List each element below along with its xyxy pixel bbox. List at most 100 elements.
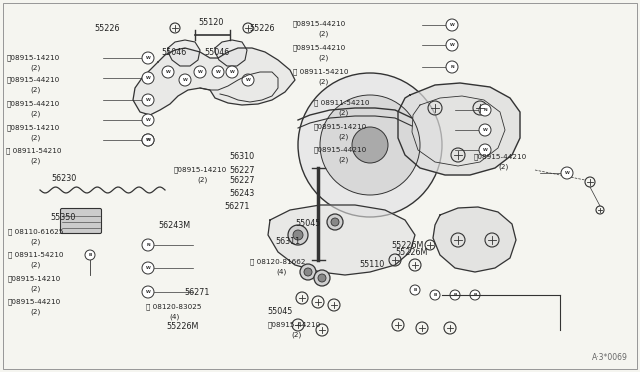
Circle shape: [142, 286, 154, 298]
Circle shape: [142, 94, 154, 106]
Text: 55226M: 55226M: [166, 322, 199, 331]
Text: Ⓦ08915-14210: Ⓦ08915-14210: [174, 167, 227, 173]
Text: 55120: 55120: [198, 18, 224, 27]
Text: 56311: 56311: [275, 237, 300, 246]
Text: (2): (2): [291, 331, 301, 338]
Text: W: W: [449, 43, 454, 47]
Text: (2): (2): [31, 134, 41, 141]
Circle shape: [450, 290, 460, 300]
Circle shape: [327, 214, 343, 230]
Text: W: W: [198, 70, 202, 74]
Circle shape: [298, 73, 442, 217]
Text: (2): (2): [31, 262, 41, 268]
Text: (2): (2): [31, 111, 41, 118]
Circle shape: [226, 66, 238, 78]
Text: B: B: [433, 293, 436, 297]
Text: N: N: [483, 108, 487, 112]
Text: (2): (2): [319, 31, 329, 38]
Circle shape: [300, 264, 316, 280]
Text: Ⓑ 08120-83025: Ⓑ 08120-83025: [146, 303, 202, 310]
Text: (2): (2): [31, 285, 41, 292]
Circle shape: [288, 225, 308, 245]
Text: W: W: [230, 70, 234, 74]
Text: W: W: [145, 290, 150, 294]
Text: 56230: 56230: [51, 174, 76, 183]
Polygon shape: [168, 40, 200, 66]
Text: 55226: 55226: [250, 24, 275, 33]
Text: W: W: [145, 76, 150, 80]
Text: (2): (2): [319, 78, 329, 85]
Circle shape: [85, 250, 95, 260]
Text: W: W: [145, 118, 150, 122]
Text: 55046: 55046: [161, 48, 186, 57]
Text: Ⓦ08915-14210: Ⓦ08915-14210: [6, 54, 60, 61]
Text: Ⓦ08915-44210: Ⓦ08915-44210: [6, 77, 60, 83]
Text: W: W: [166, 70, 170, 74]
Circle shape: [142, 134, 154, 146]
Circle shape: [179, 74, 191, 86]
Text: 56271: 56271: [224, 202, 250, 211]
Text: B: B: [88, 253, 92, 257]
Text: 56227: 56227: [229, 166, 255, 174]
Text: 56243: 56243: [229, 189, 254, 198]
Circle shape: [142, 114, 154, 126]
Circle shape: [194, 66, 206, 78]
Circle shape: [331, 218, 339, 226]
Circle shape: [446, 61, 458, 73]
Text: Ⓝ 08911-54210: Ⓝ 08911-54210: [314, 99, 369, 106]
Circle shape: [142, 72, 154, 84]
Text: W: W: [483, 128, 488, 132]
Text: (4): (4): [170, 313, 180, 320]
Text: Ⓑ 08110-61625: Ⓑ 08110-61625: [8, 228, 63, 235]
Text: (2): (2): [338, 133, 348, 140]
Text: A·3*0069: A·3*0069: [592, 353, 628, 362]
Text: 55046: 55046: [205, 48, 230, 57]
Text: W: W: [564, 171, 570, 175]
Text: Ⓝ 08911-54210: Ⓝ 08911-54210: [6, 148, 62, 154]
Circle shape: [410, 285, 420, 295]
Text: 55110: 55110: [360, 260, 385, 269]
Text: (2): (2): [31, 308, 41, 315]
Circle shape: [304, 268, 312, 276]
Circle shape: [430, 290, 440, 300]
Text: 55226M: 55226M: [396, 248, 428, 257]
Text: Ⓦ08915-44210: Ⓦ08915-44210: [6, 101, 60, 108]
Text: B: B: [474, 293, 477, 297]
Text: (2): (2): [338, 157, 348, 163]
Polygon shape: [398, 83, 520, 175]
Circle shape: [446, 39, 458, 51]
Text: Ⓝ 08911-54210: Ⓝ 08911-54210: [293, 68, 349, 75]
Text: Ⓦ08915-14210: Ⓦ08915-14210: [8, 275, 61, 282]
Circle shape: [162, 66, 174, 78]
Circle shape: [142, 239, 154, 251]
Text: (2): (2): [31, 158, 41, 164]
Text: 55045: 55045: [296, 219, 321, 228]
Text: Ⓦ08915-44210: Ⓦ08915-44210: [8, 298, 61, 305]
Text: (2): (2): [31, 238, 41, 245]
Text: 56243M: 56243M: [159, 221, 191, 230]
Circle shape: [479, 144, 491, 156]
Text: N: N: [146, 138, 150, 142]
Text: Ⓦ08915-44210: Ⓦ08915-44210: [474, 154, 527, 160]
Text: 56310: 56310: [229, 153, 254, 161]
Text: B: B: [453, 293, 457, 297]
Text: 55350: 55350: [50, 213, 76, 222]
Circle shape: [314, 270, 330, 286]
Text: (4): (4): [276, 269, 287, 275]
Text: (2): (2): [31, 87, 41, 93]
Text: Ⓑ 08120-81662: Ⓑ 08120-81662: [250, 259, 305, 265]
Circle shape: [352, 127, 388, 163]
Text: (2): (2): [338, 109, 348, 116]
Circle shape: [320, 95, 420, 195]
Polygon shape: [133, 48, 295, 115]
Text: W: W: [145, 56, 150, 60]
Text: W: W: [145, 138, 150, 142]
Text: Ⓝ 08911-54210: Ⓝ 08911-54210: [8, 251, 63, 258]
Text: Ⓦ08915-44210: Ⓦ08915-44210: [293, 44, 346, 51]
Circle shape: [293, 230, 303, 240]
Text: 55226: 55226: [95, 24, 120, 33]
Text: W: W: [216, 70, 220, 74]
Circle shape: [470, 290, 480, 300]
Polygon shape: [433, 207, 516, 272]
Circle shape: [318, 274, 326, 282]
